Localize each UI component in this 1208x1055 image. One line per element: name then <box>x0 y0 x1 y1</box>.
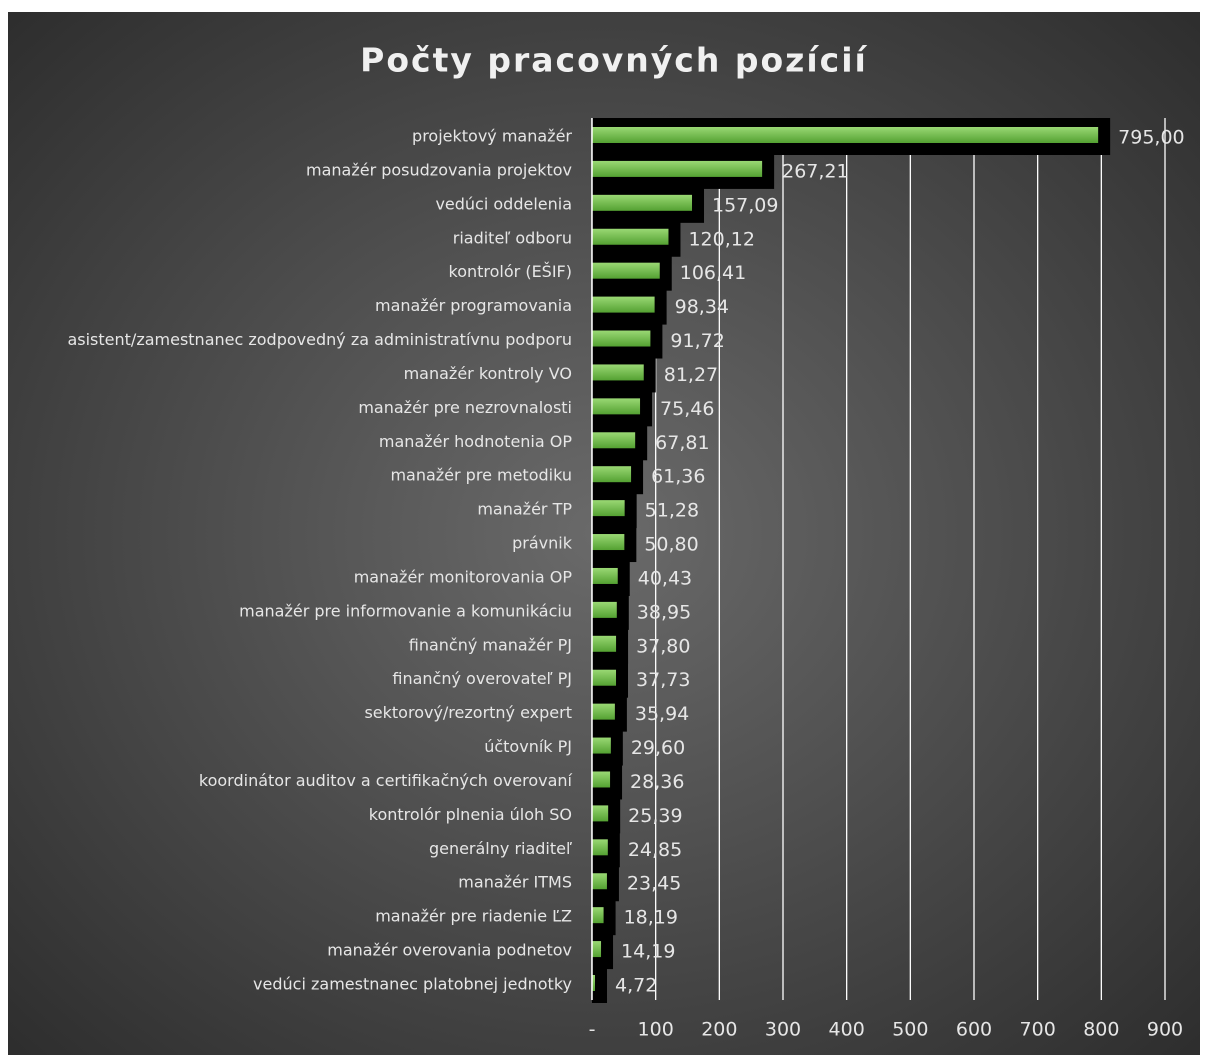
bar <box>592 839 608 856</box>
value-label: 81,27 <box>664 364 718 386</box>
bar <box>592 160 763 177</box>
value-label: 37,73 <box>636 669 690 691</box>
bar <box>592 127 1099 143</box>
x-tick-label: 400 <box>829 1019 865 1041</box>
value-label: 4,72 <box>615 975 657 997</box>
value-label: 106,41 <box>680 262 746 284</box>
x-tick-label: 700 <box>1020 1019 1056 1041</box>
x-tick-label: 900 <box>1147 1019 1183 1041</box>
value-label: 75,46 <box>660 398 714 420</box>
bar <box>592 737 611 754</box>
y-tick-label: finančný overovateľ PJ <box>392 669 572 688</box>
x-tick-label: 200 <box>701 1019 737 1041</box>
y-tick-label: manažér ITMS <box>458 873 572 892</box>
bar <box>592 805 609 822</box>
bar <box>592 873 607 890</box>
y-tick-label: manažér kontroly VO <box>404 364 572 383</box>
value-label: 37,80 <box>636 635 690 657</box>
y-tick-label: riaditeľ odboru <box>453 228 572 247</box>
bar <box>592 975 596 991</box>
bar <box>592 262 660 279</box>
bar <box>592 771 611 788</box>
value-label: 120,12 <box>688 228 754 250</box>
bar <box>592 432 636 449</box>
y-tick-label: kontrolór (EŠIF) <box>449 262 572 281</box>
y-tick-label: manažér TP <box>477 500 572 519</box>
x-tick-label: 100 <box>638 1019 674 1041</box>
bar <box>592 500 625 517</box>
y-tick-label: účtovník PJ <box>484 737 572 756</box>
value-label: 23,45 <box>627 873 681 895</box>
y-tick-label: vedúci zamestnanec platobnej jednotky <box>253 975 572 994</box>
value-label: 67,81 <box>655 432 709 454</box>
bar <box>592 534 625 551</box>
value-label: 50,80 <box>644 534 698 556</box>
y-tick-label: asistent/zamestnanec zodpovedný za admin… <box>67 330 572 349</box>
bar <box>592 907 604 924</box>
bar <box>592 635 617 652</box>
bar <box>592 194 693 211</box>
bar <box>592 398 641 415</box>
y-tick-label: manažér pre nezrovnalosti <box>358 398 572 417</box>
bar <box>592 601 617 618</box>
x-tick-label: 300 <box>765 1019 801 1041</box>
y-tick-label: manažér pre riadenie ĽZ <box>375 907 572 926</box>
value-label: 61,36 <box>651 466 705 488</box>
bar <box>592 703 615 720</box>
value-label: 157,09 <box>712 194 778 216</box>
bar <box>592 669 617 686</box>
y-tick-label: sektorový/rezortný expert <box>364 703 572 722</box>
y-tick-label: manažér hodnotenia OP <box>379 432 572 451</box>
value-label: 795,00 <box>1118 127 1184 149</box>
value-label: 25,39 <box>628 805 682 827</box>
value-label: 38,95 <box>637 601 691 623</box>
y-tick-label: manažér programovania <box>375 296 572 315</box>
value-label: 91,72 <box>670 330 724 352</box>
x-tick-label: 800 <box>1083 1019 1119 1041</box>
y-tick-label: koordinátor auditov a certifikačných ove… <box>199 771 573 790</box>
bar <box>592 941 602 958</box>
y-tick-label: vedúci oddelenia <box>435 194 572 213</box>
bar <box>592 567 618 584</box>
y-tick-label: finančný manažér PJ <box>409 635 572 654</box>
x-tick-label: - <box>589 1019 596 1041</box>
y-tick-label: manažér monitorovania OP <box>354 567 573 586</box>
value-label: 40,43 <box>638 567 692 589</box>
y-tick-label: manažér pre metodiku <box>390 466 572 485</box>
y-tick-label: generálny riaditeľ <box>429 839 572 858</box>
value-label: 35,94 <box>635 703 689 725</box>
chart-title: Počty pracovných pozícií <box>360 41 868 80</box>
bar <box>592 296 655 313</box>
bar-shadow <box>592 966 608 1003</box>
y-tick-label: manažér pre informovanie a komunikáciu <box>239 601 572 620</box>
x-tick-label: 500 <box>892 1019 928 1041</box>
bar <box>592 228 669 245</box>
y-tick-label: projektový manažér <box>412 127 572 146</box>
value-label: 24,85 <box>628 839 682 861</box>
value-label: 51,28 <box>645 500 699 522</box>
y-tick-label: manažér overovania podnetov <box>327 941 572 960</box>
x-tick-label: 600 <box>956 1019 992 1041</box>
value-label: 18,19 <box>624 907 678 929</box>
value-label: 29,60 <box>631 737 685 759</box>
y-tick-label: manažér posudzovania projektov <box>306 160 572 179</box>
value-label: 14,19 <box>621 941 675 963</box>
value-label: 28,36 <box>630 771 684 793</box>
value-label: 267,21 <box>782 160 848 182</box>
bar <box>592 364 644 381</box>
y-tick-label: kontrolór plnenia úloh SO <box>369 805 572 824</box>
bar <box>592 330 651 347</box>
y-tick-label: právnik <box>512 534 573 553</box>
bar <box>592 466 632 483</box>
value-label: 98,34 <box>675 296 729 318</box>
